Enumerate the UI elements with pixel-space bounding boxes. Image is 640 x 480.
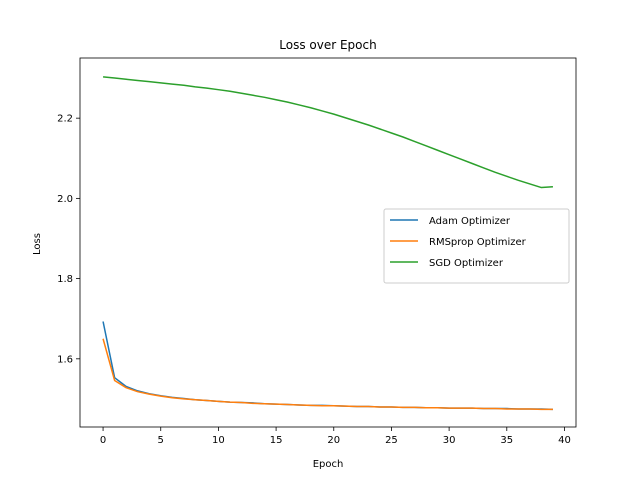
series-lines [102, 76, 553, 411]
y-axis-label: Loss [32, 233, 43, 255]
legend-box [383, 208, 570, 284]
x-axis-label: Epoch [313, 459, 344, 470]
series-line-3 [102, 76, 553, 189]
legend: Adam Optimizer RMSprop Optimizer SGD Optim… [383, 208, 570, 284]
x-tick-label: 10 [212, 435, 225, 446]
x-tick-label: 40 [558, 435, 571, 446]
y-tick-label: 2.0 [57, 194, 73, 205]
y-tick-label: 1.6 [57, 354, 73, 365]
legend-label-3: SGD Optimizer [429, 258, 504, 269]
x-tick-label: 20 [327, 435, 340, 446]
x-axis-ticks: 0 5 10 15 20 25 30 35 40 [100, 427, 571, 446]
x-tick-label: 15 [270, 435, 283, 446]
series-line-2 [102, 338, 553, 411]
x-tick-label: 35 [500, 435, 513, 446]
y-tick-label: 2.2 [57, 114, 73, 125]
plot-area [79, 57, 577, 428]
axes-frame [79, 57, 577, 428]
y-tick-label: 1.8 [57, 274, 73, 285]
x-tick-label: 25 [385, 435, 398, 446]
x-tick-label: 30 [443, 435, 456, 446]
legend-label-2: RMSprop Optimizer [429, 237, 527, 248]
x-tick-label: 0 [100, 435, 106, 446]
chart-title: Loss over Epoch [279, 38, 376, 52]
y-axis-ticks: 1.6 1.8 2.0 2.2 [57, 114, 80, 365]
x-tick-label: 5 [158, 435, 164, 446]
legend-label-1: Adam Optimizer [429, 216, 511, 227]
